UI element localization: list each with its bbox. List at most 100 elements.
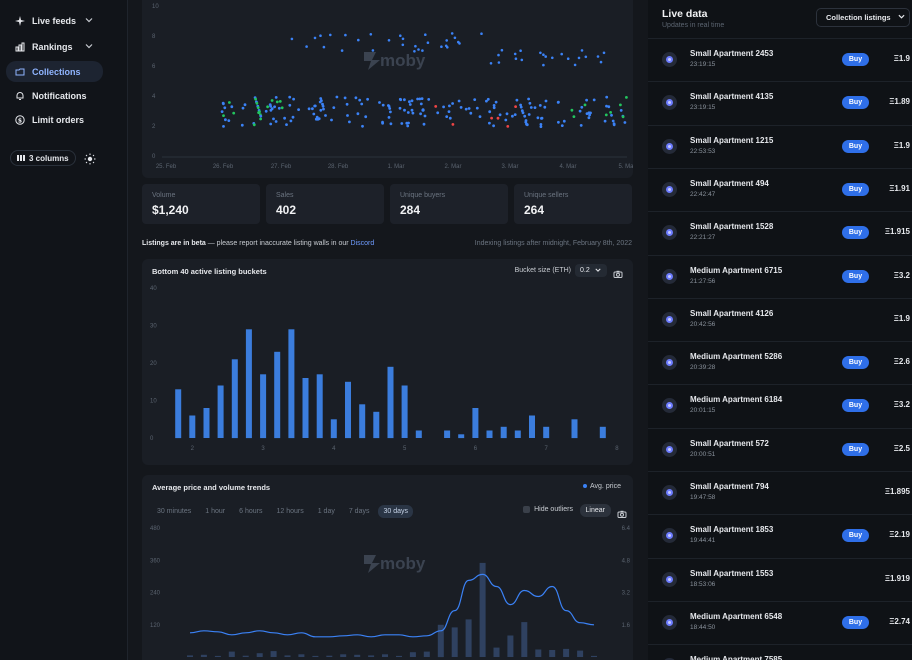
panel-title: Live data: [662, 8, 708, 20]
collection-avatar-icon: [662, 398, 677, 414]
live-listing-row[interactable]: Small Apartment 4135 23:19:15 Buy Ξ1.89: [648, 81, 912, 124]
sale-point: [366, 97, 369, 101]
sale-point: [488, 110, 492, 114]
sale-point: [220, 110, 224, 113]
scale-toggle-button[interactable]: Linear: [579, 504, 611, 517]
tab-6-hours[interactable]: 6 hours: [239, 508, 263, 515]
sale-point: [488, 121, 491, 125]
live-listing-row[interactable]: Small Apartment 4126 20:42:56 Ξ1.9: [648, 297, 912, 341]
buy-button[interactable]: Buy: [842, 139, 869, 153]
live-listing-row[interactable]: Medium Apartment 7585: [648, 644, 912, 660]
sale-point: [269, 122, 273, 126]
bucket-bar: [486, 430, 493, 438]
sale-point: [625, 96, 628, 99]
sidebar-item-rankings[interactable]: Rankings: [6, 36, 103, 57]
discord-link[interactable]: Discord: [350, 240, 375, 247]
tab-30-days[interactable]: 30 days: [378, 505, 413, 518]
live-listing-row[interactable]: Small Apartment 1528 22:21:27 Buy Ξ1.915: [648, 211, 912, 254]
columns-toggle-button[interactable]: 3 columns: [10, 150, 76, 166]
sale-point: [497, 53, 500, 57]
sale-point: [319, 97, 323, 100]
sale-point: [232, 111, 236, 115]
live-listing-row[interactable]: Small Apartment 794 19:47:58 Ξ1.895: [648, 471, 912, 514]
sale-point: [222, 114, 225, 117]
listing-time: 18:44:50: [690, 623, 716, 631]
sale-point: [319, 34, 322, 37]
sale-point: [592, 98, 596, 102]
sale-point: [440, 45, 443, 48]
x-tick-label: 3: [261, 446, 265, 452]
sale-point: [519, 49, 522, 52]
sale-point: [420, 97, 424, 100]
buy-button[interactable]: Buy: [842, 615, 869, 629]
theme-sun-icon[interactable]: [84, 152, 96, 165]
volume-bar: [228, 651, 235, 657]
sale-point: [274, 96, 278, 99]
buy-button[interactable]: Buy: [842, 356, 869, 370]
sidebar-item-collections[interactable]: Collections: [6, 61, 103, 82]
sale-point: [411, 111, 415, 115]
sale-point: [560, 124, 564, 128]
sale-point: [369, 33, 373, 36]
tab-1-day[interactable]: 1 day: [317, 508, 335, 515]
live-listing-row[interactable]: Medium Apartment 6548 18:44:50 Buy Ξ2.74: [648, 600, 912, 644]
live-listing-row[interactable]: Medium Apartment 6715 21:27:56 Buy Ξ3.2: [648, 254, 912, 298]
sidebar-item-notifications[interactable]: Notifications: [6, 85, 103, 106]
x-tick-label: 4: [332, 446, 336, 452]
buy-button[interactable]: Buy: [842, 226, 869, 240]
tab-30-minutes[interactable]: 30 minutes: [157, 508, 192, 515]
sale-point: [527, 113, 531, 116]
sale-point: [570, 108, 574, 112]
live-listing-row[interactable]: Small Apartment 572 20:00:51 Buy Ξ2.5: [648, 427, 912, 471]
card-title: Average price and volume trends: [152, 483, 271, 492]
camera-icon[interactable]: [613, 266, 623, 278]
buy-button[interactable]: Buy: [842, 529, 869, 543]
sale-point: [544, 99, 548, 103]
sale-point: [319, 108, 323, 112]
buy-button[interactable]: Buy: [842, 399, 869, 413]
sale-point: [539, 51, 542, 55]
x-tick-label: 2. Mar: [444, 164, 461, 170]
sale-point: [398, 106, 402, 110]
live-listing-row[interactable]: Small Apartment 2453 23:19:15 Buy Ξ1.9: [648, 38, 912, 81]
price-trends-card: Average price and volume trends Avg. pri…: [142, 475, 633, 660]
hide-outliers-toggle[interactable]: Hide outliers: [523, 506, 573, 513]
checkbox[interactable]: [523, 506, 531, 513]
buy-button[interactable]: Buy: [842, 442, 869, 456]
sidebar-item-limit-orders[interactable]: $ Limit orders: [6, 109, 103, 130]
buy-button[interactable]: Buy: [842, 96, 869, 110]
collection-listings-select[interactable]: Collection listings: [816, 8, 910, 27]
live-listing-row[interactable]: Small Apartment 494 22:42:47 Buy Ξ1.91: [648, 167, 912, 211]
live-listing-row[interactable]: Small Apartment 1853 19:44:41 Buy Ξ2.19: [648, 514, 912, 557]
sale-point: [259, 114, 263, 118]
camera-icon[interactable]: [617, 506, 627, 518]
sidebar-item-live-feeds[interactable]: Live feeds: [6, 10, 103, 31]
collection-avatar-icon: [662, 658, 677, 660]
sale-point: [511, 114, 514, 118]
buy-button[interactable]: Buy: [842, 269, 869, 283]
live-listing-row[interactable]: Small Apartment 1215 22:53:53 Buy Ξ1.9: [648, 124, 912, 168]
bucket-size-select[interactable]: 0.2: [575, 264, 607, 277]
buy-button[interactable]: Buy: [842, 53, 869, 66]
x-tick-label: 5. Mar: [618, 164, 633, 170]
sale-point: [525, 122, 528, 126]
sale-point: [436, 111, 440, 115]
sale-point: [580, 105, 584, 109]
sale-point: [381, 121, 384, 125]
tab-7-days[interactable]: 7 days: [348, 508, 370, 515]
y-tick-label: 10: [150, 399, 157, 405]
live-listing-row[interactable]: Medium Apartment 6184 20:01:15 Buy Ξ3.2: [648, 384, 912, 427]
sale-point: [473, 98, 477, 101]
sale-point: [272, 117, 275, 121]
sale-point: [258, 110, 261, 114]
volume-bar: [368, 655, 375, 657]
sale-point: [252, 123, 256, 127]
volume-bar: [451, 627, 458, 657]
buy-button[interactable]: Buy: [842, 182, 869, 196]
live-listing-row[interactable]: Medium Apartment 5286 20:39:28 Buy Ξ2.6: [648, 341, 912, 384]
tab-1-hour[interactable]: 1 hour: [205, 508, 226, 515]
bucket-bar: [543, 426, 550, 439]
live-listing-row[interactable]: Small Apartment 1553 18:53:06 Ξ1.919: [648, 557, 912, 601]
bar-chart-icon: [14, 41, 26, 53]
tab-12-hours[interactable]: 12 hours: [276, 508, 304, 515]
